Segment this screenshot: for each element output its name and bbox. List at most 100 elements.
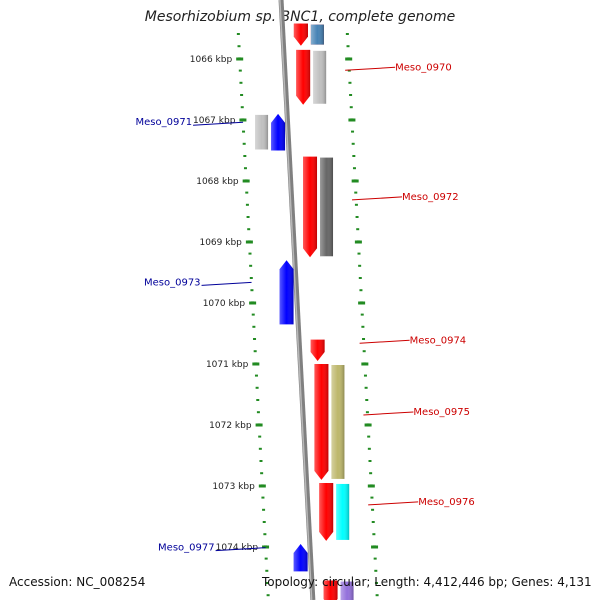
ruler-dot-right <box>364 386 368 389</box>
gene-label: Meso_0972 <box>402 192 459 203</box>
ruler-dot-right <box>371 521 375 523</box>
ruler-dot-right <box>360 313 364 316</box>
kbp-tick-left <box>258 484 266 488</box>
ruler-dot-right <box>354 203 358 206</box>
ruler-dot-left <box>264 557 268 560</box>
position-ruler: 1066 kbp 1067 kbp 1068 kbp 1069 kbp 1070 kbp… <box>190 33 379 597</box>
backbone-highlight <box>279 0 313 600</box>
kbp-tick-right <box>364 423 372 427</box>
ruler-dot-right <box>351 142 355 145</box>
kbp-label: 1069 kbp <box>199 238 242 248</box>
ruler-dot-left <box>255 386 259 389</box>
gene-label: Meso_0977 <box>158 543 215 554</box>
kbp-label: 1071 kbp <box>206 360 249 370</box>
ruler-dot-left <box>249 264 253 267</box>
gene-leader-line <box>215 547 266 552</box>
ruler-dot-right <box>351 130 355 133</box>
kbp-tick-left <box>239 118 247 122</box>
gene-arrow-shade <box>314 364 329 480</box>
ruler-dot-left <box>245 191 249 194</box>
ruler-dot-left <box>258 435 262 438</box>
ruler-dot-right <box>367 447 371 450</box>
ruler-dot-left <box>256 411 260 414</box>
ruler-dot-left <box>253 350 257 353</box>
ruler-dot-left <box>251 313 255 316</box>
kbp-tick-right <box>371 545 379 549</box>
kbp-label: 1072 kbp <box>209 421 252 431</box>
cog-bar-shade <box>331 365 345 479</box>
gene-label: Meso_0973 <box>144 277 201 288</box>
ruler-dot-left <box>239 81 243 84</box>
ruler-dot-left <box>253 338 257 340</box>
kbp-label: 1070 kbp <box>203 299 246 309</box>
ruler-dot-right <box>374 582 378 584</box>
ruler-dot-left <box>266 594 270 597</box>
cog-bar-shade <box>310 24 324 45</box>
ruler-dot-right <box>345 33 349 35</box>
gene-arrow-shade <box>303 156 318 258</box>
kbp-tick-left <box>249 301 257 305</box>
ruler-dot-right <box>349 94 353 96</box>
gene-label: Meso_0974 <box>410 335 467 346</box>
kbp-tick-right <box>345 57 353 61</box>
ruler-dot-left <box>258 447 262 450</box>
backbone-line <box>278 0 316 600</box>
ruler-dot-right <box>352 155 356 157</box>
ruler-dot-left <box>256 399 260 401</box>
gene-leader-line <box>359 339 410 344</box>
ruler-dot-right <box>352 167 356 170</box>
accession-text: Accession: NC_008254 <box>9 575 146 589</box>
kbp-label: 1067 kbp <box>193 116 236 126</box>
kbp-label: 1066 kbp <box>190 55 233 65</box>
ruler-dot-right <box>347 69 351 72</box>
map-title: Mesorhizobium sp. BNC1, complete genome <box>144 9 456 25</box>
ruler-dot-right <box>368 460 372 462</box>
kbp-tick-right <box>351 179 359 183</box>
kbp-tick-right <box>361 362 369 366</box>
ruler-dot-right <box>346 45 350 48</box>
ruler-dot-right <box>358 264 362 267</box>
ruler-dot-left <box>242 130 246 133</box>
gene-leader-line <box>368 501 419 506</box>
gene-leader-line <box>363 411 414 416</box>
ruler-dot-right <box>369 472 373 475</box>
ruler-dot-right <box>355 216 359 218</box>
ruler-dot-left <box>263 533 267 536</box>
ruler-dot-left <box>259 460 263 462</box>
ruler-dot-left <box>240 106 244 109</box>
cog-bar-shade <box>313 50 327 104</box>
ruler-dot-left <box>243 155 247 157</box>
ruler-dot-left <box>262 521 266 523</box>
ruler-dot-right <box>356 228 360 231</box>
kbp-tick-right <box>348 118 356 122</box>
ruler-dot-left <box>265 569 269 572</box>
ruler-dot-left <box>248 252 252 255</box>
ruler-dot-right <box>358 277 362 279</box>
topology-text: Topology: circular; Length: 4,412,446 bp… <box>262 575 592 589</box>
ruler-dot-left <box>249 277 253 279</box>
genome-backbone <box>278 0 316 600</box>
gene-label: Meso_0976 <box>418 497 475 508</box>
ruler-dot-left <box>261 496 265 499</box>
kbp-label: 1074 kbp <box>216 543 259 553</box>
ruler-dot-left <box>265 582 269 584</box>
kbp-label: 1073 kbp <box>212 482 255 492</box>
kbp-tick-left <box>236 57 244 61</box>
ruler-dot-right <box>363 374 367 377</box>
gene-leader-line <box>193 121 244 126</box>
ruler-dot-right <box>362 338 366 340</box>
ruler-dot-left <box>238 69 242 72</box>
ruler-dot-left <box>247 228 251 231</box>
gene-leader-line <box>351 196 403 201</box>
kbp-tick-right <box>358 301 366 305</box>
kbp-tick-right <box>367 484 375 488</box>
gene-arrow-shade <box>296 49 311 105</box>
kbp-tick-left <box>255 423 263 427</box>
gene-track <box>255 23 354 600</box>
gene-arrow-shade <box>293 543 308 572</box>
gene-labels: Meso_0970 Meso_0971 Meso_0972 Meso_0973 Meso… <box>136 62 475 553</box>
gene-arrow-shade <box>319 482 334 541</box>
ruler-dot-right <box>375 594 379 597</box>
gene-label: Meso_0970 <box>395 62 452 73</box>
